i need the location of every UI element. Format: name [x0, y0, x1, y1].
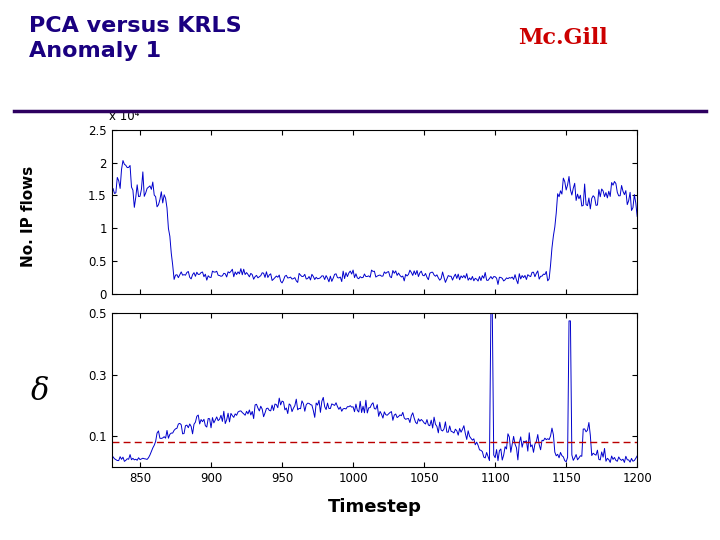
Text: PCA versus KRLS
Anomaly 1: PCA versus KRLS Anomaly 1: [29, 16, 241, 61]
Text: No. IP flows: No. IP flows: [22, 165, 36, 267]
Text: δ: δ: [30, 376, 49, 407]
Text: Timestep: Timestep: [328, 498, 421, 516]
Text: x 10⁴: x 10⁴: [109, 110, 140, 123]
Text: Mc.Gill: Mc.Gill: [518, 27, 608, 49]
